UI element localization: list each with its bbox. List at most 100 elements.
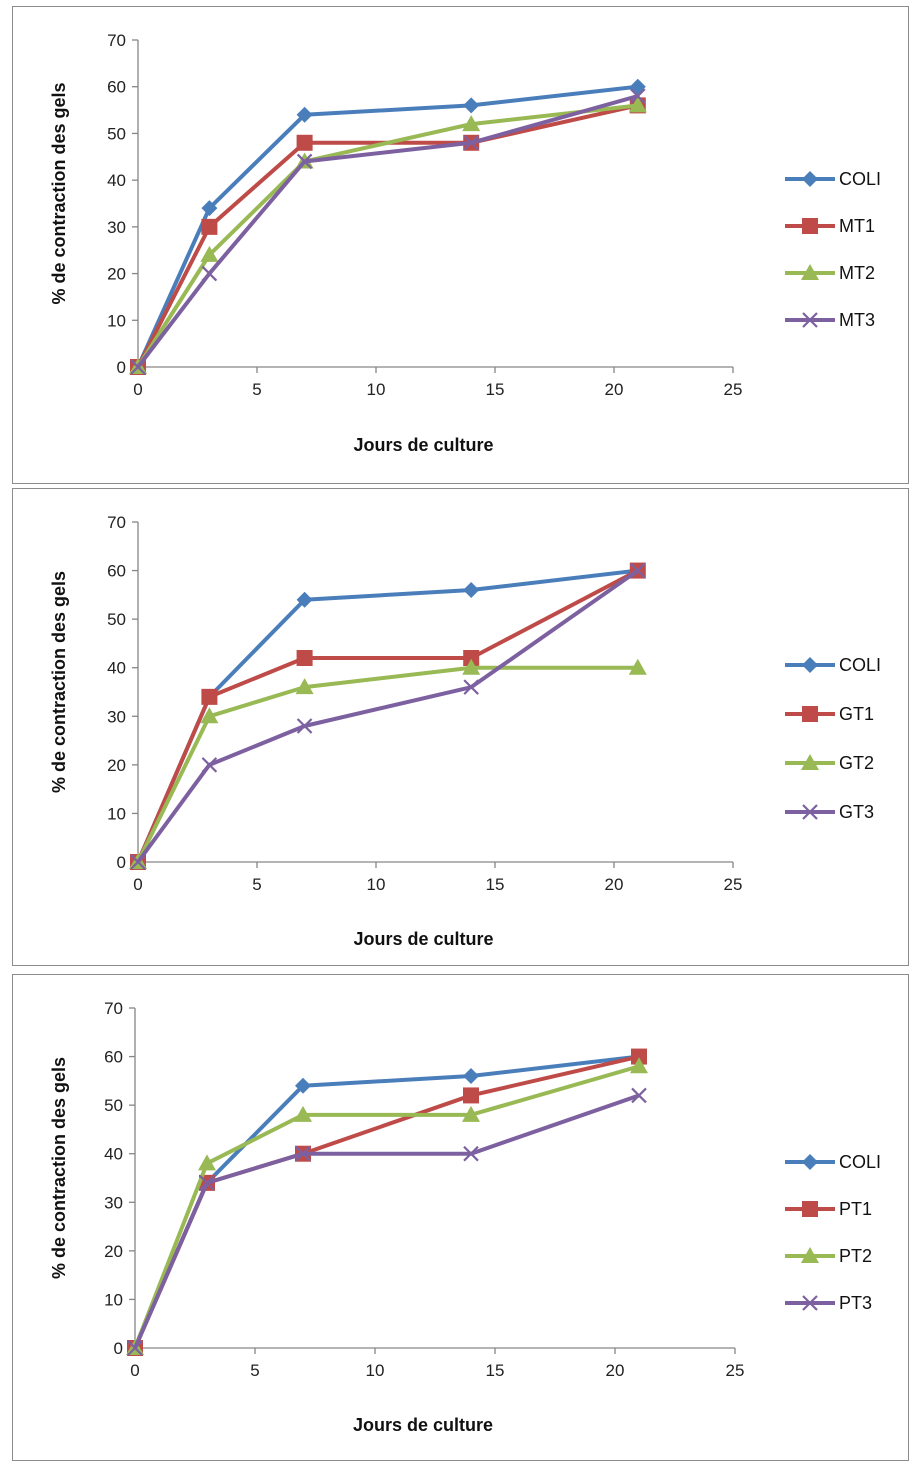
chart-panel-gt: 0 10 20 30 40 50 60 70 0 5 10 15 20 25 Jours de cultur… xyxy=(12,488,909,966)
chart-panel-pt: 0 10 20 30 40 50 60 70 0 5 10 15 20 25 Jours de cultur… xyxy=(12,974,909,1461)
x-tick-label: 15 xyxy=(486,380,505,399)
x-axis-title: Jours de culture xyxy=(353,435,493,455)
legend-label: GT2 xyxy=(839,753,874,773)
x-tick-label: 10 xyxy=(366,1361,385,1380)
series-coli xyxy=(127,1049,647,1356)
legend-item-gt1: GT1 xyxy=(785,704,874,724)
series-pt3 xyxy=(128,1088,646,1355)
x-tick-label: 0 xyxy=(130,1361,139,1380)
legend-marker-coli xyxy=(802,657,818,673)
y-tick-label: 60 xyxy=(107,78,126,97)
data-point-coli xyxy=(463,1068,479,1084)
y-tick-label: 0 xyxy=(117,358,126,377)
legend-marker-coli xyxy=(802,1154,818,1170)
data-point-coli xyxy=(463,582,479,598)
legend-marker-gt1 xyxy=(802,706,818,722)
y-tick-label: 40 xyxy=(107,171,126,190)
chart-pt: 0 10 20 30 40 50 60 70 0 5 10 15 20 25 Jours de cultur… xyxy=(13,975,909,1462)
x-tick-label: 20 xyxy=(606,1361,625,1380)
y-tick-label: 10 xyxy=(107,804,126,823)
series-mt1 xyxy=(130,97,646,375)
chart-mt: 0 10 20 30 40 50 60 70 0 5 10 15 20 25 Jours de cultur… xyxy=(13,7,909,485)
y-tick-label: 20 xyxy=(104,1242,123,1261)
y-tick-label: 50 xyxy=(107,610,126,629)
legend-marker-coli xyxy=(802,171,818,187)
x-tick-label: 25 xyxy=(724,380,743,399)
legend-marker-pt1 xyxy=(802,1201,818,1217)
series-line-pt3 xyxy=(135,1095,639,1348)
x-tick-label: 0 xyxy=(133,875,142,894)
y-tick-label: 20 xyxy=(107,756,126,775)
legend-label: PT3 xyxy=(839,1293,872,1313)
legend-label: MT2 xyxy=(839,263,875,283)
legend-item-coli: COLI xyxy=(785,1152,881,1172)
y-tick-label: 30 xyxy=(104,1193,123,1212)
x-axis-title: Jours de culture xyxy=(353,929,493,949)
legend-marker-mt1 xyxy=(802,218,818,234)
legend-item-pt2: PT2 xyxy=(785,1246,872,1266)
y-tick-label: 60 xyxy=(107,562,126,581)
data-point-mt3 xyxy=(202,267,216,281)
data-point-coli xyxy=(463,97,479,113)
y-tick-label: 70 xyxy=(104,999,123,1018)
legend-item-mt1: MT1 xyxy=(785,216,875,236)
x-axis-title: Jours de culture xyxy=(353,1415,493,1435)
legend-label: PT2 xyxy=(839,1246,872,1266)
x-tick-label: 5 xyxy=(252,380,261,399)
series-pt1 xyxy=(127,1049,647,1356)
series-line-mt2 xyxy=(138,105,638,367)
x-tick-label: 5 xyxy=(252,875,261,894)
y-tick-label: 40 xyxy=(104,1145,123,1164)
y-axis-title: % de contraction des gels xyxy=(49,1057,69,1279)
legend-label: GT3 xyxy=(839,802,874,822)
x-tick-label: 20 xyxy=(605,380,624,399)
x-tick-label: 10 xyxy=(367,380,386,399)
y-tick-label: 60 xyxy=(104,1048,123,1067)
legend-label: COLI xyxy=(839,655,881,675)
legend-item-gt3: GT3 xyxy=(785,802,874,822)
legend-label: COLI xyxy=(839,169,881,189)
y-axis-title: % de contraction des gels xyxy=(49,82,69,304)
x-tick-label: 0 xyxy=(133,380,142,399)
y-tick-label: 50 xyxy=(107,124,126,143)
y-tick-label: 40 xyxy=(107,659,126,678)
legend-label: PT1 xyxy=(839,1199,872,1219)
data-point-gt1 xyxy=(201,689,217,705)
y-tick-label: 10 xyxy=(107,311,126,330)
y-tick-label: 10 xyxy=(104,1290,123,1309)
y-axis-title: % de contraction des gels xyxy=(49,571,69,793)
legend-item-coli: COLI xyxy=(785,655,881,675)
legend-item-gt2: GT2 xyxy=(785,753,874,773)
y-tick-label: 30 xyxy=(107,707,126,726)
legend-item-mt2: MT2 xyxy=(785,263,875,283)
data-point-mt1 xyxy=(297,135,313,151)
series-line-coli xyxy=(135,1057,639,1348)
legend-item-mt3: MT3 xyxy=(785,310,875,330)
series-line-pt1 xyxy=(135,1057,639,1348)
legend-label: MT1 xyxy=(839,216,875,236)
x-tick-label: 15 xyxy=(486,1361,505,1380)
y-tick-label: 30 xyxy=(107,218,126,237)
legend-item-pt1: PT1 xyxy=(785,1199,872,1219)
x-tick-label: 25 xyxy=(726,1361,745,1380)
y-tick-label: 50 xyxy=(104,1096,123,1115)
y-tick-label: 0 xyxy=(114,1339,123,1358)
chart-gt: 0102030405060700 5 10 15 20 25Jours de cultur… xyxy=(13,489,909,967)
series-pt2 xyxy=(126,1057,648,1355)
y-tick-label: 20 xyxy=(107,265,126,284)
x-tick-label: 25 xyxy=(724,875,743,894)
legend-item-coli: COLI xyxy=(785,169,881,189)
data-point-pt1 xyxy=(463,1087,479,1103)
data-point-gt1 xyxy=(297,650,313,666)
x-tick-label: 15 xyxy=(486,875,505,894)
legend-label: MT3 xyxy=(839,310,875,330)
legend-label: GT1 xyxy=(839,704,874,724)
chart-panel-mt: 0 10 20 30 40 50 60 70 0 5 10 15 20 25 Jours de cultur… xyxy=(12,6,909,484)
series-line-pt2 xyxy=(135,1066,639,1348)
x-tick-label: 20 xyxy=(605,875,624,894)
data-point-coli xyxy=(630,79,646,95)
legend-item-pt3: PT3 xyxy=(785,1293,872,1313)
x-tick-label: 5 xyxy=(250,1361,259,1380)
x-tick-label: 10 xyxy=(367,875,386,894)
legend-label: COLI xyxy=(839,1152,881,1172)
